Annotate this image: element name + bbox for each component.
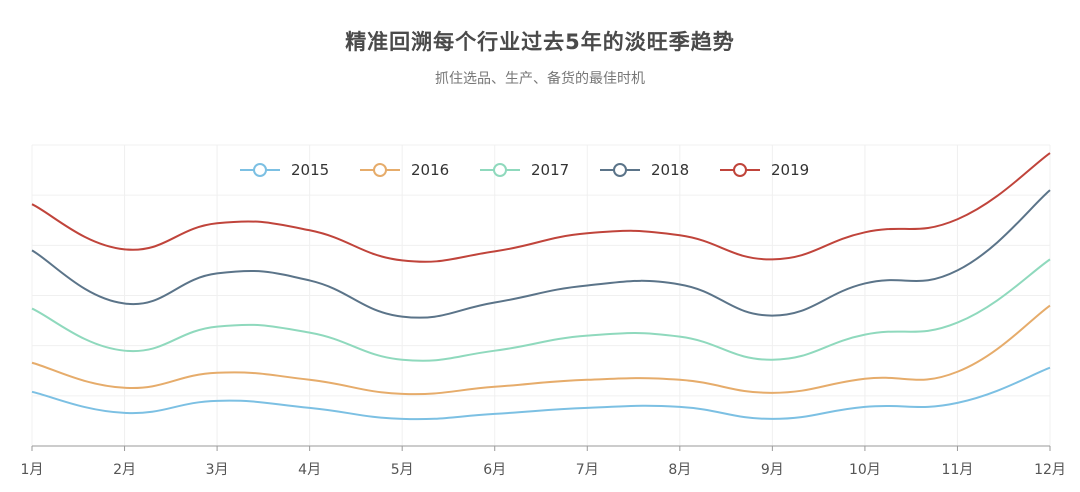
series-line-2018 bbox=[31, 189, 1051, 319]
series-line-2017 bbox=[31, 258, 1051, 362]
legend-item-2016[interactable]: 2016 bbox=[360, 161, 449, 179]
series-line-2015 bbox=[31, 366, 1051, 421]
x-tick-label: 7月 bbox=[576, 462, 599, 478]
legend-label: 2019 bbox=[771, 161, 809, 179]
legend-circle-icon bbox=[253, 163, 267, 177]
legend-circle-icon bbox=[493, 163, 507, 177]
legend-item-2017[interactable]: 2017 bbox=[480, 161, 569, 179]
x-tick-label: 2月 bbox=[113, 462, 136, 478]
legend-label: 2016 bbox=[411, 161, 449, 179]
x-tick-label: 4月 bbox=[298, 462, 321, 478]
legend[interactable]: 2015 2016 2017 2018 2019 bbox=[240, 161, 809, 179]
legend-label: 2018 bbox=[651, 161, 689, 179]
x-axis: 1月 2月 3月 4月 5月 6月 7月 8月 9月 10月 11月 12月 bbox=[21, 445, 1066, 478]
x-tick-label: 12月 bbox=[1034, 462, 1066, 478]
legend-item-2015[interactable]: 2015 bbox=[240, 161, 329, 179]
legend-item-2019[interactable]: 2019 bbox=[720, 161, 809, 179]
legend-item-2018[interactable]: 2018 bbox=[600, 161, 689, 179]
legend-circle-icon bbox=[613, 163, 627, 177]
x-tick-label: 9月 bbox=[761, 462, 784, 478]
chart-title: 精准回溯每个行业过去5年的淡旺季趋势 bbox=[345, 30, 735, 54]
x-tick-label: 5月 bbox=[391, 462, 414, 478]
legend-circle-icon bbox=[733, 163, 747, 177]
series-line-2016 bbox=[31, 304, 1051, 396]
series-lines bbox=[31, 152, 1051, 421]
grid-lines bbox=[31, 144, 1051, 447]
x-tick-label: 10月 bbox=[849, 462, 881, 478]
series-line-2019 bbox=[31, 152, 1051, 263]
legend-label: 2017 bbox=[531, 161, 569, 179]
x-tick-label: 8月 bbox=[668, 462, 691, 478]
x-tick-label: 3月 bbox=[206, 462, 229, 478]
x-tick-label: 6月 bbox=[483, 462, 506, 478]
legend-label: 2015 bbox=[291, 161, 329, 179]
x-tick-label: 11月 bbox=[942, 462, 974, 478]
legend-circle-icon bbox=[373, 163, 387, 177]
chart-subtitle: 抓住选品、生产、备货的最佳时机 bbox=[435, 71, 645, 87]
x-tick-label: 1月 bbox=[21, 462, 44, 478]
